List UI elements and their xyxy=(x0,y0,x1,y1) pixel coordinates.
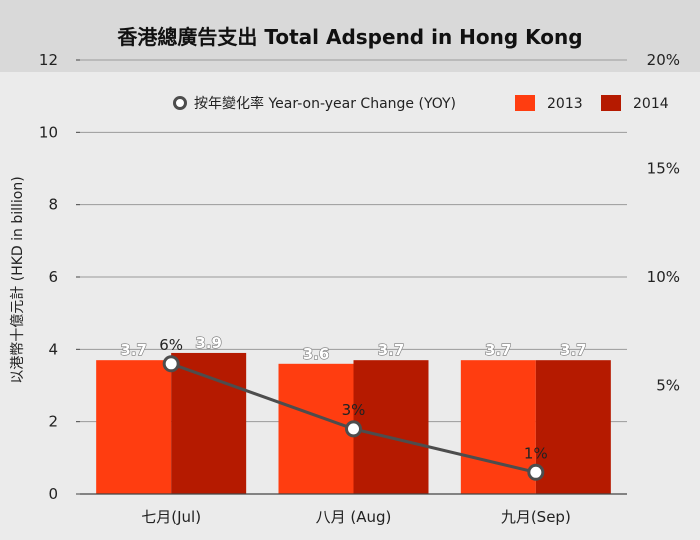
bar-value-label: 3.7 xyxy=(378,341,405,359)
y-tick-label: 10 xyxy=(39,123,58,141)
bar-2013-0 xyxy=(96,360,172,494)
chart-title: 香港總廣告支出 Total Adspend in Hong Kong xyxy=(117,25,582,49)
axes: 0 2 4 6 8 10 12 5% 10% 15% 20% 七月(Jul) 八月 (Aug) 九月(Se… xyxy=(39,51,680,526)
y-axis-label: 以港幣十億元計 (HKD in billion) xyxy=(10,176,26,383)
y2-tick-label: 15% xyxy=(647,160,680,178)
legend-yoy-marker xyxy=(173,96,187,110)
yoy-point xyxy=(162,355,180,373)
legend-label-2014: 2014 xyxy=(633,96,669,112)
legend: 按年變化率 Year-on-year Change (YOY) 2013 2014 xyxy=(173,95,669,112)
bar-2013-1 xyxy=(278,363,354,494)
y-tick-label: 8 xyxy=(48,196,58,214)
bar-2014-0 xyxy=(171,352,247,494)
bar-value-label: 3.9 xyxy=(195,334,222,352)
y-tick-label: 2 xyxy=(48,413,58,431)
yoy-line xyxy=(162,355,545,481)
y-tick-label: 12 xyxy=(39,51,58,69)
bar-2014-2 xyxy=(535,360,611,494)
y-tick-label: 6 xyxy=(48,268,58,286)
bars xyxy=(96,352,611,494)
yoy-point xyxy=(345,420,362,438)
y2-tick-label: 20% xyxy=(647,51,680,69)
y2-tick-label: 10% xyxy=(647,268,680,286)
x-tick-label: 八月 (Aug) xyxy=(316,508,392,526)
legend-label-2013: 2013 xyxy=(547,96,583,112)
x-tick-label: 九月(Sep) xyxy=(501,508,571,526)
legend-swatch-2013 xyxy=(515,95,535,111)
bar-value-label: 3.6 xyxy=(303,345,330,363)
yoy-value-label: 6% xyxy=(159,336,183,354)
legend-swatch-2014 xyxy=(601,95,621,111)
y-tick-label: 0 xyxy=(48,485,58,503)
data-labels: 3.7 3.9 3.6 3.7 3.7 3.7 6% 3% 1% xyxy=(120,333,587,462)
bar-value-label: 3.7 xyxy=(120,341,147,359)
y2-tick-label: 5% xyxy=(656,377,680,395)
yoy-value-label: 1% xyxy=(524,444,548,462)
bar-2013-2 xyxy=(460,360,536,494)
legend-yoy-label: 按年變化率 Year-on-year Change (YOY) xyxy=(194,95,456,112)
bar-value-label: 3.7 xyxy=(560,341,587,359)
yoy-value-label: 3% xyxy=(342,401,366,419)
bar-2014-1 xyxy=(353,360,429,494)
yoy-point xyxy=(527,463,545,481)
x-tick-label: 七月(Jul) xyxy=(141,508,201,526)
bar-value-label: 3.7 xyxy=(485,341,512,359)
y-tick-label: 4 xyxy=(48,340,58,358)
